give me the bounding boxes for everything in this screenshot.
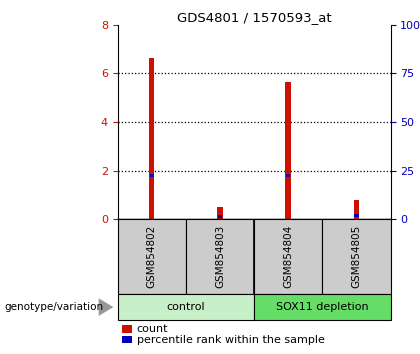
Bar [323, 219, 391, 294]
Bar [150, 174, 154, 177]
Polygon shape [99, 298, 113, 316]
Bar [118, 294, 254, 320]
Text: genotype/variation: genotype/variation [4, 302, 103, 312]
Bar [286, 174, 290, 177]
Bar [354, 214, 359, 217]
Bar [254, 219, 323, 294]
Text: GSM854803: GSM854803 [215, 225, 225, 288]
Text: GSM854802: GSM854802 [147, 225, 157, 288]
Bar [186, 219, 254, 294]
Bar [149, 58, 155, 219]
Text: count: count [136, 324, 168, 334]
Bar [354, 200, 359, 219]
Bar [118, 219, 186, 294]
Title: GDS4801 / 1570593_at: GDS4801 / 1570593_at [177, 11, 331, 24]
Text: GSM854804: GSM854804 [283, 225, 293, 288]
Bar [254, 294, 391, 320]
Text: percentile rank within the sample: percentile rank within the sample [136, 335, 324, 345]
Text: GSM854805: GSM854805 [352, 225, 362, 288]
Bar [218, 215, 222, 218]
Text: control: control [167, 302, 205, 312]
Bar [217, 207, 223, 219]
Bar [286, 82, 291, 219]
Text: SOX11 depletion: SOX11 depletion [276, 302, 369, 312]
